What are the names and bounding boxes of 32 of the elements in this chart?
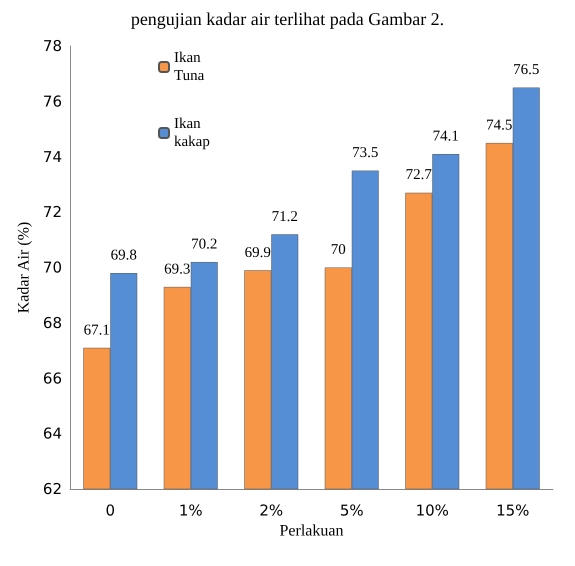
data-label: 73.5 bbox=[352, 145, 378, 162]
data-label: 69.3 bbox=[164, 261, 190, 278]
x-tick-label: 15% bbox=[496, 502, 530, 520]
x-tick-label: 10% bbox=[416, 502, 449, 520]
data-label: 69.8 bbox=[110, 248, 137, 264]
data-label: 74.5 bbox=[486, 117, 512, 134]
x-tick-label: 1% bbox=[178, 502, 203, 520]
y-tick-label: 76 bbox=[42, 92, 62, 110]
x-axis-title: Perlakuan bbox=[280, 522, 344, 540]
data-label: 72.7 bbox=[406, 167, 432, 184]
text: pengujian kadar air terlihat pada Gambar 2. bbox=[130, 9, 444, 29]
legend-label: Ikan kakap bbox=[174, 116, 210, 150]
x-tick-label: 2% bbox=[259, 502, 284, 520]
data-label: 74.1 bbox=[432, 128, 459, 144]
y-axis-title: Kadar Air (%) bbox=[16, 222, 32, 314]
y-tick-label: 78 bbox=[42, 37, 62, 55]
data-label: 70 bbox=[330, 242, 346, 258]
data-label: 69.9 bbox=[244, 244, 271, 261]
x-tick-label: 5% bbox=[340, 502, 364, 520]
y-tick-label: 62 bbox=[42, 480, 62, 498]
data-label: 67.1 bbox=[84, 322, 110, 338]
data-label: 76.5 bbox=[513, 62, 540, 78]
legend-label: Ikan Tuna bbox=[174, 50, 205, 84]
y-tick-label: 74 bbox=[42, 148, 62, 166]
y-tick-label: 70 bbox=[42, 258, 62, 276]
y-tick-label: 72 bbox=[42, 203, 62, 222]
data-label: 71.2 bbox=[272, 208, 298, 225]
y-tick-label: 68 bbox=[42, 314, 62, 332]
x-tick-label: 0 bbox=[105, 502, 116, 520]
data-label: 70.2 bbox=[191, 236, 218, 252]
y-tick-label: 64 bbox=[42, 424, 62, 443]
y-tick-label: 66 bbox=[42, 369, 62, 388]
